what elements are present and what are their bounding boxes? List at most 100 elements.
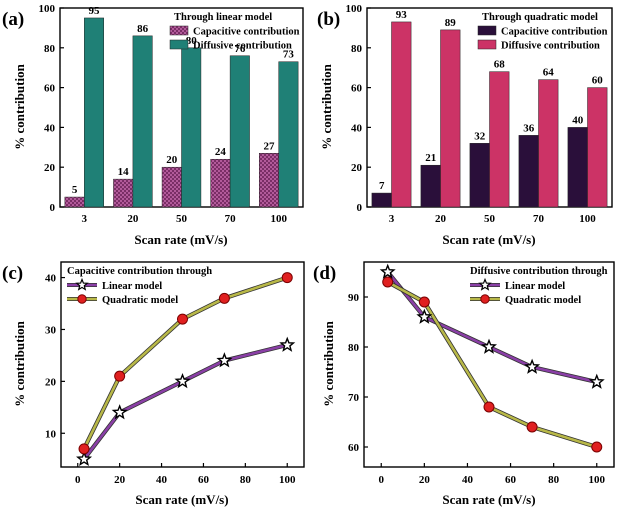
bar-capacitive bbox=[567, 127, 588, 208]
bar-value-label: 73 bbox=[283, 49, 295, 61]
bar-value-label: 68 bbox=[494, 59, 506, 71]
x-tick-label: 100 bbox=[279, 474, 296, 486]
marker-star bbox=[379, 263, 396, 279]
marker-circle bbox=[418, 296, 430, 308]
bar-value-label: 36 bbox=[523, 122, 535, 134]
legend-marker-star bbox=[478, 277, 492, 291]
marker-star bbox=[416, 308, 433, 324]
y-tick-label: 80 bbox=[351, 43, 363, 55]
y-tick-label: 100 bbox=[39, 3, 56, 15]
x-tick-label: 70 bbox=[533, 213, 545, 225]
legend-title: Diffusive contribution through bbox=[470, 266, 608, 277]
y-axis-label: % contribution bbox=[12, 320, 27, 406]
series-line-linear bbox=[386, 271, 598, 384]
bar-diffusive bbox=[489, 71, 510, 208]
y-axis-label: % contribution bbox=[319, 63, 334, 149]
bar-diffusive bbox=[278, 61, 299, 208]
y-tick-label: 40 bbox=[44, 122, 56, 134]
x-tick-label: 40 bbox=[156, 474, 168, 486]
bar-capacitive bbox=[161, 166, 182, 208]
legend-label: Linear model bbox=[102, 281, 162, 292]
y-tick-label: 20 bbox=[351, 162, 363, 174]
bar-value-label: 7 bbox=[379, 180, 385, 192]
legend-title: Through quadratic model bbox=[482, 12, 598, 23]
marker-circle bbox=[114, 370, 126, 382]
bar-value-label: 20 bbox=[166, 154, 178, 166]
marker-circle bbox=[483, 401, 495, 413]
y-tick-label: 90 bbox=[348, 292, 360, 304]
bar-value-label: 27 bbox=[263, 140, 275, 152]
bar-value-label: 32 bbox=[474, 130, 486, 142]
marker-star bbox=[76, 450, 93, 467]
x-tick-label: 20 bbox=[419, 474, 431, 486]
panel-label: (b) bbox=[317, 9, 340, 30]
y-tick-label: 100 bbox=[346, 3, 363, 15]
legend-marker-star bbox=[75, 277, 89, 291]
x-tick-label: 60 bbox=[505, 474, 517, 486]
y-tick-label: 20 bbox=[45, 376, 57, 388]
y-tick-label: 0 bbox=[50, 202, 56, 214]
bar-diffusive bbox=[391, 21, 412, 208]
series-line-quadratic bbox=[387, 280, 598, 449]
series-line-outline bbox=[82, 342, 288, 461]
marker-circle bbox=[281, 272, 293, 284]
y-tick-label: 80 bbox=[348, 342, 360, 354]
legend-marker-circle bbox=[77, 294, 87, 304]
x-tick-label: 40 bbox=[462, 474, 474, 486]
bar-value-label: 95 bbox=[89, 5, 101, 17]
x-tick-label: 0 bbox=[378, 474, 384, 486]
bar-diffusive bbox=[538, 79, 559, 208]
panel-label: (d) bbox=[313, 263, 336, 284]
legend-swatch bbox=[169, 25, 189, 36]
panel-a: (a) % contribution Scan rate (mV/s) 0 20 40 60… bbox=[2, 3, 304, 247]
marker-circle bbox=[218, 292, 230, 304]
x-tick-label: 100 bbox=[589, 474, 606, 486]
y-tick-label: 80 bbox=[44, 43, 56, 55]
y-tick-label: 40 bbox=[45, 273, 57, 285]
marker-star bbox=[588, 373, 605, 389]
bar-value-label: 93 bbox=[396, 9, 408, 21]
series-line-outline bbox=[386, 280, 598, 450]
series-line-linear bbox=[82, 343, 288, 460]
panel-d: (d) % contribution Scan rate (mV/s) 0 20 40 60… bbox=[313, 261, 615, 507]
bar-value-label: 60 bbox=[592, 75, 604, 87]
x-tick-label: 50 bbox=[484, 213, 496, 225]
plot-frame bbox=[60, 261, 305, 468]
y-tick-label: 60 bbox=[44, 83, 56, 95]
marker-star bbox=[480, 338, 498, 354]
legend-swatch bbox=[477, 39, 497, 50]
x-tick-label: 100 bbox=[579, 213, 596, 225]
x-tick-label: 3 bbox=[82, 213, 88, 225]
x-axis-label: Scan rate (mV/s) bbox=[442, 232, 535, 247]
x-tick-label: 100 bbox=[270, 213, 287, 225]
x-tick-label: 20 bbox=[127, 213, 139, 225]
panel-label: (c) bbox=[2, 263, 23, 284]
bar-capacitive bbox=[64, 196, 85, 208]
bar-capacitive bbox=[469, 143, 490, 208]
bar-capacitive bbox=[420, 164, 441, 208]
legend-marker-circle bbox=[480, 294, 490, 304]
x-tick-label: 20 bbox=[114, 474, 126, 486]
legend-label: Capacitive contribution bbox=[193, 27, 300, 38]
bar-capacitive bbox=[113, 178, 134, 208]
legend-swatch bbox=[169, 39, 189, 50]
legend-title: Capacitive contribution through bbox=[67, 266, 212, 277]
legend-label: Quadratic model bbox=[102, 295, 178, 306]
marker-circle bbox=[591, 441, 603, 453]
legend-label: Diffusive contribution bbox=[501, 41, 600, 52]
bar-value-label: 5 bbox=[72, 184, 78, 196]
bar-value-label: 14 bbox=[118, 166, 130, 178]
panel-b: (b) % contribution Scan rate (mV/s) 0 20 40 60… bbox=[317, 3, 613, 247]
bar-value-label: 40 bbox=[572, 114, 584, 126]
bar-diffusive bbox=[181, 47, 202, 208]
marker-star bbox=[216, 352, 233, 368]
bar-value-label: 21 bbox=[425, 152, 436, 164]
bar-diffusive bbox=[587, 87, 608, 208]
bar-diffusive bbox=[229, 55, 250, 208]
x-tick-label: 80 bbox=[240, 474, 252, 486]
bar-value-label: 86 bbox=[137, 23, 149, 35]
panel-label: (a) bbox=[2, 9, 24, 30]
x-tick-label: 20 bbox=[435, 213, 447, 225]
y-tick-label: 20 bbox=[44, 162, 56, 174]
legend-title: Through linear model bbox=[174, 12, 272, 23]
